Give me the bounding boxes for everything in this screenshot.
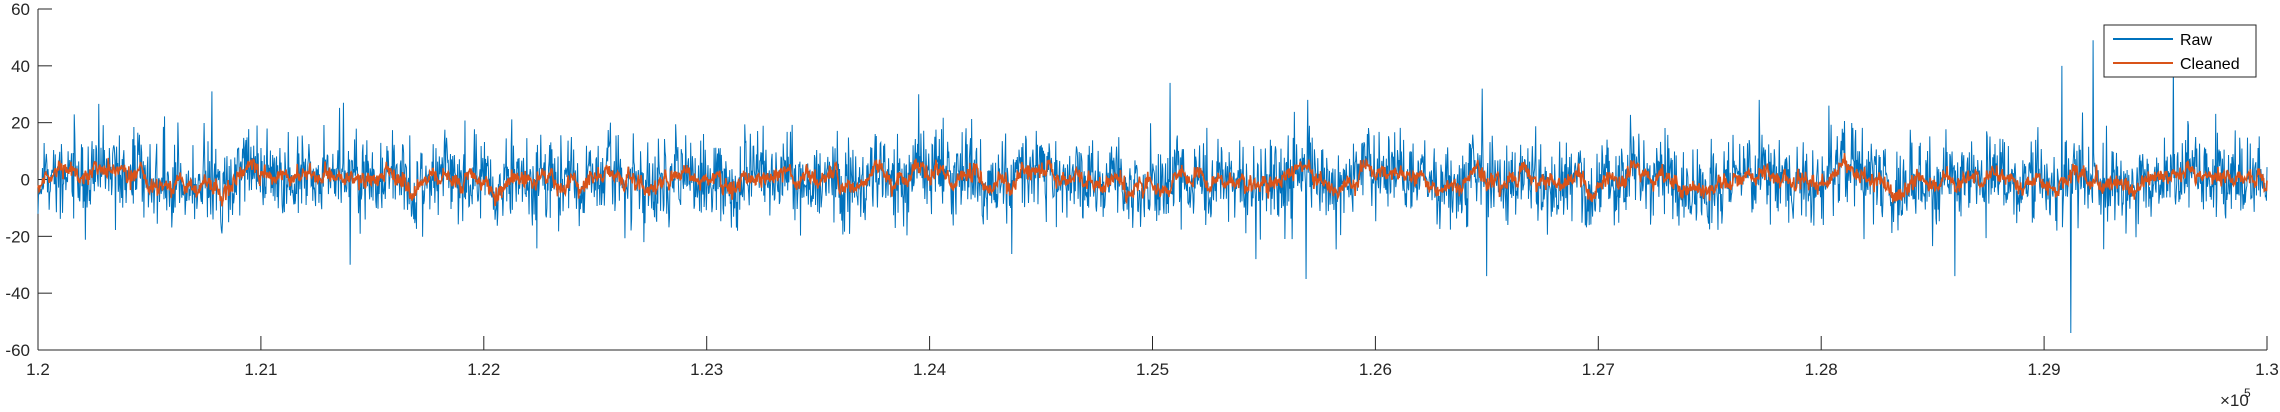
x-tick-label: 1.3 bbox=[2255, 360, 2279, 379]
y-tick-label: 60 bbox=[11, 0, 30, 19]
y-tick-label: 40 bbox=[11, 57, 30, 76]
legend: Raw Cleaned bbox=[2103, 24, 2257, 78]
y-tick-label: 0 bbox=[21, 171, 30, 190]
x-axis-exponent: ×10 5 bbox=[2220, 386, 2251, 410]
x-tick-label: 1.22 bbox=[467, 360, 500, 379]
x-tick-label: 1.27 bbox=[1582, 360, 1615, 379]
x-ticks: 1.2 1.21 1.22 1.23 1.24 1.25 1.26 1.27 1.28 1.29 1… bbox=[26, 336, 2279, 379]
x-tick-label: 1.2 bbox=[26, 360, 50, 379]
plot-area: 60 40 20 0 -20 -40 -60 1.2 1.21 1.22 1.23 1.24 1.25… bbox=[5, 0, 2278, 379]
x-tick-label: 1.28 bbox=[1805, 360, 1838, 379]
series-line-cleaned bbox=[37, 153, 2268, 207]
x-tick-label: 1.29 bbox=[2028, 360, 2061, 379]
y-ticks: 60 40 20 0 -20 -40 -60 bbox=[5, 0, 52, 360]
x-tick-label: 1.21 bbox=[244, 360, 277, 379]
legend-label-cleaned: Cleaned bbox=[2180, 56, 2240, 73]
x-axis-exponent-power: 5 bbox=[2244, 386, 2251, 400]
y-tick-label: -40 bbox=[5, 284, 30, 303]
x-tick-label: 1.26 bbox=[1359, 360, 1392, 379]
x-tick-label: 1.25 bbox=[1136, 360, 1169, 379]
y-tick-label: -60 bbox=[5, 341, 30, 360]
y-tick-label: -20 bbox=[5, 227, 30, 246]
legend-box bbox=[2103, 24, 2257, 78]
legend-label-raw: Raw bbox=[2180, 32, 2212, 49]
x-tick-label: 1.23 bbox=[690, 360, 723, 379]
x-axis-exponent-base: ×10 bbox=[2220, 391, 2249, 410]
series-line-raw bbox=[37, 40, 2268, 333]
y-tick-label: 20 bbox=[11, 114, 30, 133]
x-tick-label: 1.24 bbox=[913, 360, 946, 379]
series-layer bbox=[37, 40, 2268, 333]
